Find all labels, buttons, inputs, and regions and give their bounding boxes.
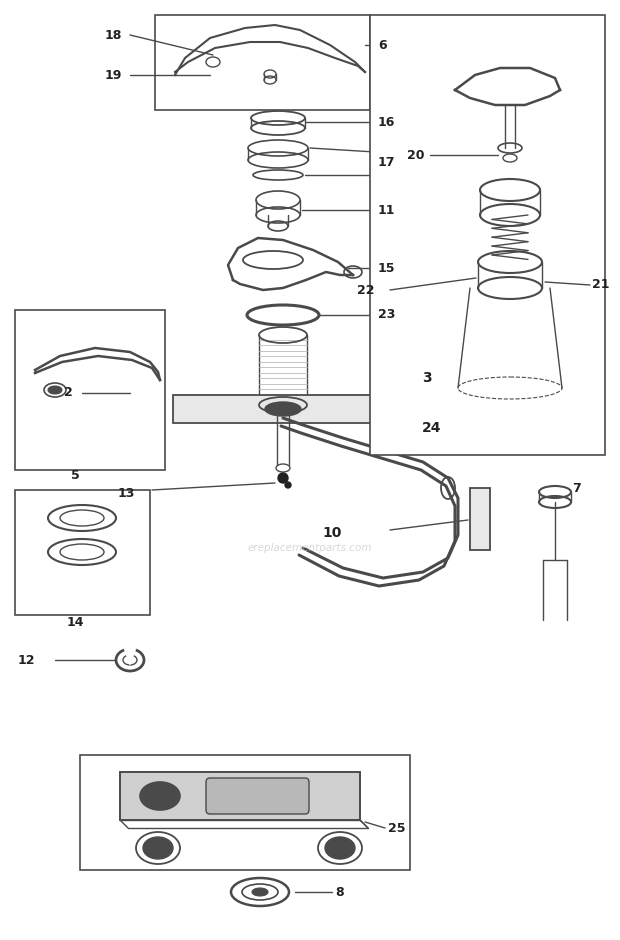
Bar bbox=[470, 488, 490, 550]
Bar bbox=[80, 755, 410, 870]
Text: 6: 6 bbox=[378, 39, 387, 52]
Text: 16: 16 bbox=[378, 116, 396, 129]
Bar bbox=[173, 395, 393, 423]
Text: 25: 25 bbox=[388, 822, 405, 835]
Circle shape bbox=[285, 482, 291, 488]
Text: 17: 17 bbox=[378, 155, 396, 168]
Ellipse shape bbox=[265, 402, 301, 416]
Text: 24: 24 bbox=[422, 421, 441, 435]
FancyBboxPatch shape bbox=[206, 778, 309, 814]
Circle shape bbox=[278, 473, 288, 483]
Text: 12: 12 bbox=[18, 653, 35, 666]
Bar bbox=[15, 490, 150, 615]
Ellipse shape bbox=[252, 888, 268, 896]
Text: ereplacementparts.com: ereplacementparts.com bbox=[248, 543, 372, 553]
Text: 23: 23 bbox=[378, 308, 396, 321]
Text: 8: 8 bbox=[335, 885, 343, 899]
Text: 18: 18 bbox=[105, 28, 122, 41]
Ellipse shape bbox=[143, 837, 173, 859]
Text: 2: 2 bbox=[64, 386, 73, 400]
Text: 21: 21 bbox=[592, 278, 609, 291]
Text: 10: 10 bbox=[322, 526, 342, 540]
Text: 14: 14 bbox=[66, 616, 84, 629]
Ellipse shape bbox=[325, 837, 355, 859]
Text: 15: 15 bbox=[378, 261, 396, 274]
Wedge shape bbox=[126, 649, 134, 660]
Text: 5: 5 bbox=[71, 468, 79, 481]
Ellipse shape bbox=[146, 787, 174, 805]
Text: 11: 11 bbox=[378, 203, 396, 216]
Text: 19: 19 bbox=[105, 69, 122, 82]
Ellipse shape bbox=[140, 782, 180, 810]
Bar bbox=[15, 310, 165, 470]
Bar bbox=[370, 15, 605, 455]
Text: 13: 13 bbox=[118, 487, 135, 499]
Text: 22: 22 bbox=[358, 284, 375, 296]
Ellipse shape bbox=[48, 386, 62, 394]
Bar bbox=[120, 772, 360, 820]
Text: 7: 7 bbox=[572, 481, 581, 494]
Text: 20: 20 bbox=[407, 149, 425, 162]
Bar bbox=[155, 15, 370, 110]
Text: 3: 3 bbox=[422, 371, 432, 385]
